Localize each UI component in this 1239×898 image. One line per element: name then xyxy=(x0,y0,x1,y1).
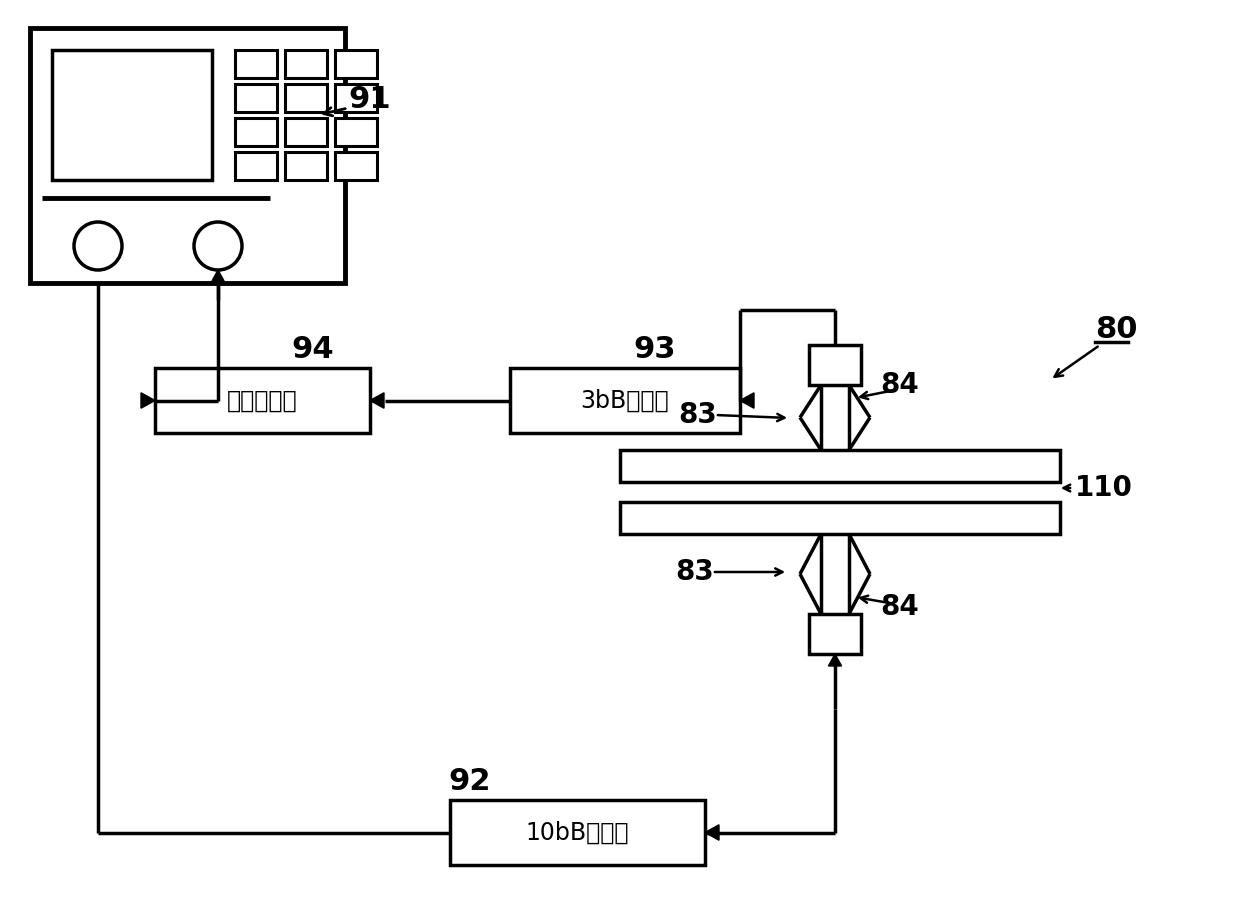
Text: 84: 84 xyxy=(881,593,919,621)
Text: 前置放大器: 前置放大器 xyxy=(227,389,297,412)
Bar xyxy=(620,502,1061,534)
Text: 80: 80 xyxy=(1095,315,1137,345)
Text: 10bB衰减器: 10bB衰减器 xyxy=(525,821,629,844)
Bar xyxy=(235,84,278,112)
Bar xyxy=(155,368,370,433)
Bar xyxy=(52,50,212,180)
Bar xyxy=(335,84,377,112)
Bar xyxy=(809,345,861,385)
Bar xyxy=(335,50,377,78)
Bar xyxy=(285,84,327,112)
Polygon shape xyxy=(740,392,755,409)
Bar xyxy=(809,614,861,654)
Polygon shape xyxy=(141,392,155,409)
Bar xyxy=(235,50,278,78)
Bar xyxy=(285,152,327,180)
Text: 3bB衰减器: 3bB衰减器 xyxy=(581,389,669,412)
Bar xyxy=(510,368,740,433)
Bar xyxy=(235,152,278,180)
Text: 83: 83 xyxy=(675,558,715,586)
Text: 93: 93 xyxy=(634,336,676,365)
Bar xyxy=(235,118,278,146)
Text: 92: 92 xyxy=(449,768,491,797)
Bar xyxy=(285,118,327,146)
Text: 91: 91 xyxy=(348,85,390,115)
Text: 83: 83 xyxy=(679,401,717,429)
Polygon shape xyxy=(705,824,719,841)
Text: 94: 94 xyxy=(291,336,333,365)
Polygon shape xyxy=(212,270,224,282)
Polygon shape xyxy=(829,654,841,666)
Bar xyxy=(450,800,705,865)
Text: 84: 84 xyxy=(881,371,919,399)
Bar xyxy=(335,152,377,180)
Bar xyxy=(620,450,1061,482)
Bar xyxy=(30,28,344,283)
Bar xyxy=(285,50,327,78)
Bar xyxy=(335,118,377,146)
Polygon shape xyxy=(370,392,384,409)
Text: 110: 110 xyxy=(1075,474,1132,502)
